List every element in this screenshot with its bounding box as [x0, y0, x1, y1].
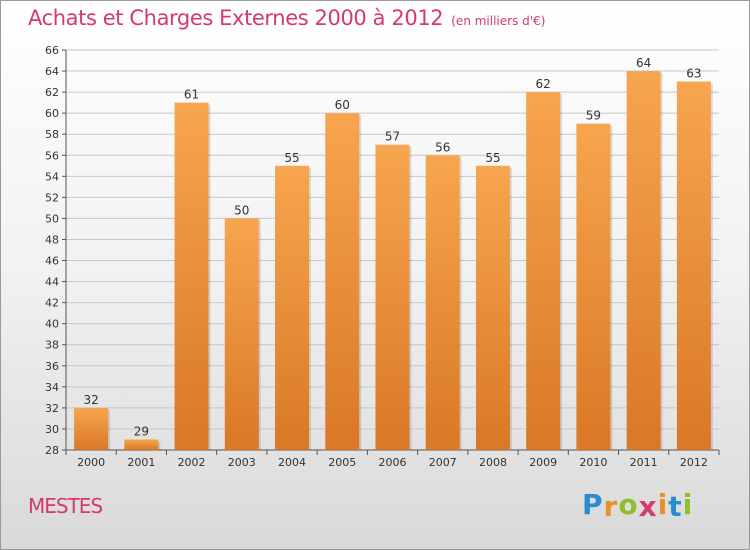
logo-letter: P	[582, 488, 604, 521]
value-label-2007: 56	[435, 140, 450, 154]
x-tick-label-2000: 2000	[77, 456, 105, 469]
y-tick-label: 56	[45, 149, 59, 162]
y-tick-label: 46	[45, 255, 59, 268]
logo-letter: i	[657, 488, 669, 521]
value-label-2001: 29	[134, 424, 149, 438]
x-tick-label-2009: 2009	[529, 456, 557, 469]
y-tick-label: 32	[45, 402, 59, 415]
y-tick-label: 44	[45, 276, 59, 289]
x-tick-label-2010: 2010	[579, 456, 607, 469]
y-tick-label: 38	[45, 339, 59, 352]
y-tick-label: 50	[45, 212, 59, 225]
y-tick-label: 40	[45, 318, 59, 331]
value-label-2012: 63	[686, 67, 701, 81]
town-name: MESTES	[28, 494, 103, 518]
x-tick-label-2008: 2008	[479, 456, 507, 469]
bar-2001	[124, 439, 159, 450]
bar-2003	[224, 218, 259, 450]
x-tick-label-2004: 2004	[278, 456, 306, 469]
bar-2004	[275, 165, 310, 450]
chart-title: Achats et Charges Externes 2000 à 2012 (e…	[28, 6, 545, 30]
y-tick-label: 60	[45, 107, 59, 120]
y-tick-label: 42	[45, 297, 59, 310]
bar-2007	[425, 155, 460, 450]
bar-2008	[475, 165, 510, 450]
logo-letter: t	[668, 490, 683, 523]
logo-letter: r	[603, 490, 619, 523]
y-tick-label: 36	[45, 360, 59, 373]
logo-letter: x	[638, 490, 658, 523]
bar-2006	[375, 144, 410, 450]
x-tick-label-2002: 2002	[178, 456, 206, 469]
y-tick-label: 54	[45, 170, 59, 183]
logo-letter: o	[618, 488, 639, 521]
value-labels: 32 29 61 50 55 60 57 56 55 62 59 64 63	[83, 56, 701, 438]
x-tick-label-2006: 2006	[379, 456, 407, 469]
value-label-2006: 57	[385, 130, 400, 144]
y-tick-label: 66	[45, 44, 59, 57]
y-tick-label: 58	[45, 128, 59, 141]
y-tick-label: 64	[45, 65, 59, 78]
y-tick-label: 34	[45, 381, 59, 394]
proxiti-logo[interactable]: Proxiti	[582, 488, 694, 523]
x-tick-label-2011: 2011	[630, 456, 658, 469]
value-label-2009: 62	[536, 77, 551, 91]
y-tick-label: 62	[45, 86, 59, 99]
x-tick-label-2005: 2005	[328, 456, 356, 469]
bar-2000	[74, 407, 109, 450]
value-label-2008: 55	[485, 151, 500, 165]
x-tick-label-2003: 2003	[228, 456, 256, 469]
chart-subtitle: (en milliers d'€)	[451, 14, 546, 28]
value-label-2003: 50	[234, 203, 249, 217]
y-tick-label: 48	[45, 233, 59, 246]
value-label-2002: 61	[184, 88, 199, 102]
bar-2011	[626, 71, 661, 450]
bar-2005	[325, 113, 360, 450]
value-label-2005: 60	[335, 98, 350, 112]
logo-letter: i	[682, 488, 694, 521]
bar-2010	[576, 123, 611, 451]
value-label-2000: 32	[83, 393, 98, 407]
value-label-2010: 59	[586, 109, 601, 123]
bars	[74, 71, 713, 451]
value-label-2011: 64	[636, 56, 651, 70]
bar-2002	[174, 102, 209, 450]
title-text: Achats et Charges Externes 2000 à 2012	[28, 6, 444, 30]
x-tick-label-2001: 2001	[127, 456, 155, 469]
bar-2009	[526, 92, 561, 451]
y-tick-label: 52	[45, 191, 59, 204]
y-tick-label: 28	[45, 444, 59, 457]
value-label-2004: 55	[284, 151, 299, 165]
x-tick-label-2007: 2007	[429, 456, 457, 469]
bar-2012	[676, 81, 711, 450]
y-tick-label: 30	[45, 423, 59, 436]
x-tick-label-2012: 2012	[680, 456, 708, 469]
